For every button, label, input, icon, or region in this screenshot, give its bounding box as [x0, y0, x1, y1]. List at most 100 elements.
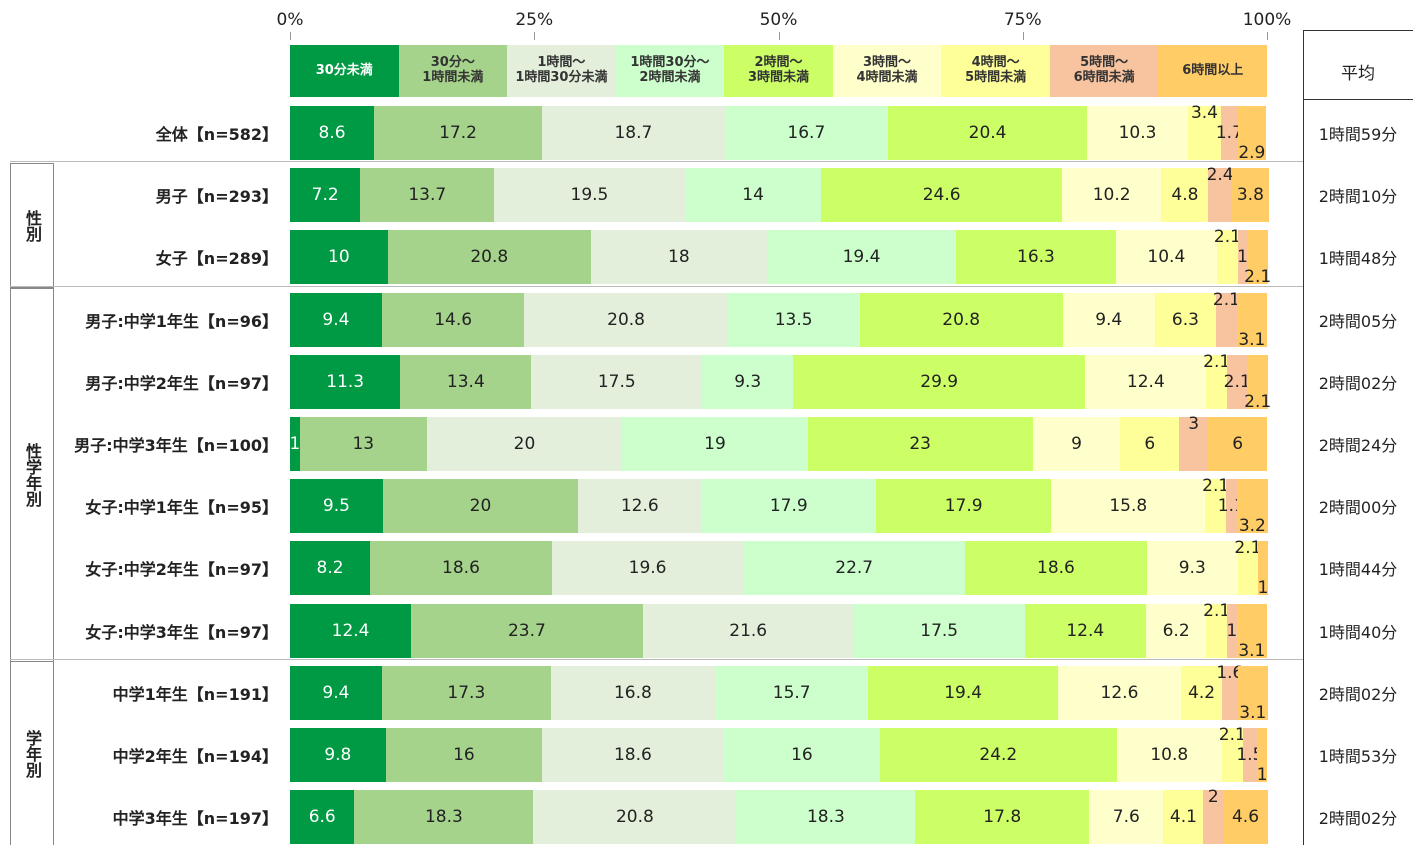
row-separator [10, 285, 1303, 287]
bar-segment [853, 603, 1025, 658]
bar-segment [381, 292, 525, 347]
x-tick-label: 0% [276, 10, 304, 30]
data-label: 13.7 [408, 185, 447, 206]
row-label: 女子:中学2年生【n=97】 [85, 560, 278, 580]
data-label: 1 [289, 434, 301, 454]
row-label: 男子:中学1年生【n=96】 [85, 311, 278, 331]
group-box: 学年別 [10, 660, 54, 845]
data-label: 24.6 [922, 185, 961, 206]
data-label: 10 [328, 247, 350, 268]
data-label: 9.4 [322, 682, 350, 703]
tick-mark [778, 32, 780, 40]
bar-segment [1057, 665, 1182, 720]
bar-segment [1163, 790, 1204, 845]
data-label: 2.1 [1234, 538, 1262, 559]
data-label: 17.5 [597, 371, 636, 392]
data-label: 9 [1071, 434, 1082, 454]
bar-segment [1237, 665, 1268, 720]
bar-segment [374, 106, 543, 160]
data-label: 9.3 [734, 371, 762, 392]
bar-segment [1242, 728, 1258, 782]
bar-segment [385, 728, 543, 782]
row-separator [10, 658, 1303, 660]
data-label: 1 [1237, 247, 1248, 268]
bar-segment [290, 230, 388, 285]
average: 1時間53分 [1318, 747, 1398, 766]
bar-segment [1161, 168, 1209, 223]
bar-segment [1085, 354, 1207, 409]
bar-segment [290, 354, 401, 409]
tick-mark [290, 32, 291, 40]
data-label: 1 [1226, 620, 1238, 641]
bar-segment [1257, 728, 1267, 782]
bar-segment [1024, 603, 1146, 658]
row-label: 男子:中学3年生【n=100】 [74, 436, 278, 455]
data-label: 8.2 [316, 558, 344, 579]
data-label: 14.6 [434, 309, 473, 330]
bar-segment [1225, 479, 1237, 534]
bar-segment [736, 790, 916, 845]
data-label: 20.4 [968, 123, 1007, 143]
average: 2時間24分 [1318, 436, 1398, 455]
bar-segment [1145, 603, 1207, 658]
bar-segment [1116, 728, 1223, 782]
row-label: 中学2年生【n=194】 [112, 747, 278, 766]
data-label: 2.1 [1203, 351, 1231, 372]
average: 2時間02分 [1318, 684, 1398, 704]
data-label: 6.2 [1162, 620, 1190, 641]
data-label: 10.8 [1150, 745, 1189, 765]
bar-segment [551, 541, 744, 596]
bar-segment [642, 603, 854, 658]
data-label: 2.1 [1218, 725, 1246, 745]
bar-segment [702, 354, 794, 409]
bar-segment [880, 728, 1117, 782]
bar-segment [1226, 354, 1248, 409]
data-label: 4.2 [1188, 682, 1216, 703]
data-label: 3.4 [1190, 103, 1218, 123]
legend-entry: 2時間～ 3時間未満 [724, 45, 833, 97]
bar-segment [1206, 603, 1227, 658]
data-label: 19 [704, 434, 726, 454]
data-label: 7.6 [1112, 807, 1140, 828]
bar-segment [382, 479, 579, 534]
legend-entry: 3時間～ 4時間未満 [832, 45, 942, 97]
bar-segment [1222, 728, 1243, 782]
bar-segment [1247, 230, 1268, 285]
group-box: 性別 [10, 163, 54, 289]
data-label: 10.3 [1118, 123, 1157, 143]
data-label: 1 [1256, 765, 1268, 785]
bar-segment [1089, 790, 1164, 845]
bar-segment [1146, 541, 1238, 596]
legend-entry: 6時間以上 [1158, 45, 1267, 97]
bar-segment [1237, 106, 1267, 160]
bar-segment [531, 354, 703, 409]
bar-segment [807, 417, 1033, 471]
bar-segment [381, 665, 551, 720]
data-label: 13.5 [774, 309, 813, 330]
data-label: 10.4 [1147, 247, 1186, 268]
data-label: 2 [1207, 787, 1219, 808]
data-label: 4.6 [1231, 807, 1260, 828]
data-label: 24.2 [979, 745, 1018, 765]
bar-segment [1216, 292, 1237, 347]
bar-segment [290, 541, 371, 596]
data-label: 18.6 [1037, 558, 1075, 579]
tick-mark [534, 32, 536, 40]
bar-segment [1187, 106, 1222, 160]
data-label: 1.5 [1236, 745, 1264, 765]
bar-segment [1181, 665, 1223, 720]
legend-entry: 5時間～ 6時間未満 [1049, 45, 1159, 97]
data-label: 16.3 [1017, 247, 1055, 268]
data-label: 3.1 [1238, 329, 1266, 350]
data-label: 13 [352, 434, 375, 454]
data-label: 2.9 [1238, 143, 1266, 163]
row-label: 女子【n=289】 [155, 249, 278, 269]
data-label: 21.6 [729, 620, 768, 641]
bar-segment [290, 168, 361, 223]
data-label: 18.3 [806, 807, 845, 828]
bar-segment [290, 106, 375, 160]
bar-segment [370, 541, 552, 596]
bar-segment [578, 479, 702, 534]
data-label: 1.6 [1216, 662, 1244, 683]
bar-segment [868, 665, 1058, 720]
